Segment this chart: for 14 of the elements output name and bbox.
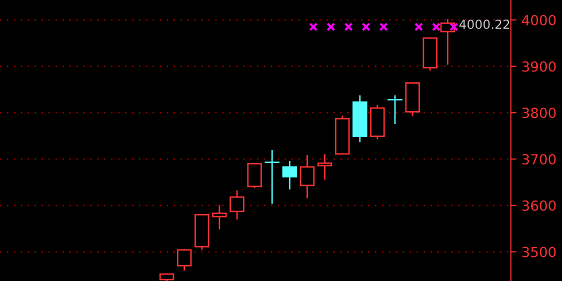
y-tick-label: 3700 xyxy=(522,154,556,165)
y-tick-label: 3500 xyxy=(522,246,556,258)
candlestick xyxy=(352,95,368,142)
candlestick xyxy=(300,155,315,198)
candlestick xyxy=(264,150,280,204)
text: 4000.22 xyxy=(459,20,510,30)
candlestick xyxy=(317,154,332,180)
y-tick-label: 3800 xyxy=(522,108,556,118)
y-tick-label: 3600 xyxy=(522,200,556,211)
y-tick-label: 4000 xyxy=(522,14,556,26)
candlestick xyxy=(370,105,385,140)
y-tick-label: 3900 xyxy=(522,61,556,72)
candlestick xyxy=(282,161,298,190)
candlestick xyxy=(212,205,227,230)
